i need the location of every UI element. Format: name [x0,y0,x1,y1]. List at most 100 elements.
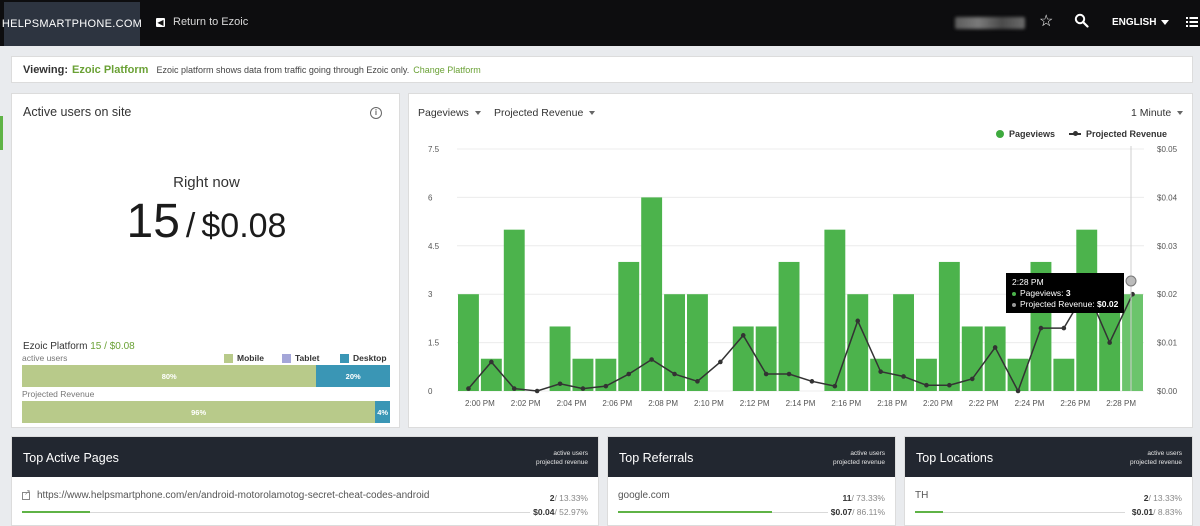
users-value: 11 [842,493,852,503]
revenue-mobile-segment: 96% [22,401,376,423]
mobile-legend-label: Mobile [237,353,264,363]
revenue-point [603,383,609,389]
platform-stats: 15 / $0.08 [90,341,135,352]
pageviews-bar [1007,358,1029,391]
x-tick-label: 2:28 PM [1106,399,1136,408]
pageviews-bar [984,326,1006,391]
pageviews-bar [870,358,892,391]
x-tick-label: 2:16 PM [831,399,861,408]
language-selector[interactable]: ENGLISH [1112,17,1170,28]
meta-projected-revenue: projected revenue [1129,459,1182,466]
chevron-down-icon [1161,20,1170,25]
hover-marker [1125,275,1137,287]
pageviews-bar [938,261,960,391]
users-percent: / 73.33% [851,493,885,503]
list-item[interactable]: TH [915,490,928,501]
active-users-device-bar[interactable]: 80% 20% [22,365,390,387]
interval-dropdown[interactable]: 1 Minute [1131,107,1184,119]
revenue-line [467,287,1134,393]
top-active-pages-card: Top Active Pages active users projected r… [11,436,599,526]
column-legend: active users projected revenue [1130,449,1182,467]
location-code[interactable]: TH [915,490,929,501]
revenue-point [924,382,929,388]
device-legend-desktop: Desktop [340,353,387,363]
top-navigation-bar: HELPSMARTPHONE.COM ◀ Return to Ezoic ☆ E… [0,0,1200,46]
users-desktop-segment: 20% [316,365,390,387]
active-users-title: Active users on site [23,105,132,119]
x-tick-label: 2:00 PM [465,399,495,408]
summary-separator: / [185,207,196,245]
revenue-value: $0.01 [1131,507,1154,517]
x-tick-label: 2:08 PM [648,399,678,408]
revenue-percent: / 52.97% [554,507,588,517]
revenue-dot-icon [1012,302,1016,307]
chevron-down-icon [589,111,596,115]
external-link-icon[interactable] [22,488,31,500]
meta-active-users: active users [553,450,588,457]
revenue-point [1061,325,1067,331]
metric-2-dropdown[interactable]: Projected Revenue [494,107,596,119]
site-brand[interactable]: HELPSMARTPHONE.COM [2,2,142,46]
chart-tooltip: 2:28 PM Pageviews: 3 Projected Revenue: … [1006,273,1124,313]
tooltip-pageviews-row: Pageviews: 3 [1012,288,1118,299]
revenue-percent: / 86.11% [852,507,885,517]
active-users-split-label: active users [22,353,68,363]
pageviews-bar [755,326,777,391]
device-legend-tablet: Tablet [282,353,319,363]
top-locations-title: Top Locations [916,451,994,465]
user-account-redacted[interactable] [955,17,1025,29]
metric-1-label: Pageviews [418,107,469,119]
tooltip-pageviews-value: 3 [1065,288,1071,298]
revenue-point [1038,325,1044,331]
revenue-device-bar[interactable]: 96% 4% [22,401,390,423]
legend-pageviews[interactable]: Pageviews [996,129,1055,139]
pageviews-bar [1122,294,1143,391]
pageviews-bar [893,294,914,391]
list-item[interactable]: https://www.helpsmartphone.com/en/androi… [22,488,430,501]
revenue-point [511,386,517,391]
users-mobile-segment: 80% [22,365,317,387]
revenue-point [534,388,540,394]
mobile-swatch [224,353,233,363]
revenue-point [809,379,815,384]
change-platform-link[interactable]: Change Platform [413,64,481,75]
referral-source[interactable]: google.com [618,490,670,501]
revenue-desktop-segment: 4% [375,401,390,423]
column-legend: active users projected revenue [536,449,588,467]
active-user-count: 15 [126,195,180,248]
users-percent: / 13.33% [1148,493,1182,503]
x-tick-label: 2:04 PM [557,399,587,408]
tooltip-revenue-label: Projected Revenue: [1020,299,1095,309]
star-icon[interactable]: ☆ [1039,13,1054,30]
list-item[interactable]: google.com [618,490,670,501]
row-revenue: $0.07/ 86.11% [831,505,885,519]
revenue-point [626,371,632,377]
meta-projected-revenue: projected revenue [832,459,885,466]
info-icon[interactable]: i [370,107,382,119]
top-referrals-title: Top Referrals [619,451,694,465]
x-tick-label: 2:06 PM [602,399,632,408]
revenue-point [947,382,952,388]
legend-projected-revenue[interactable]: Projected Revenue [1069,129,1167,139]
pageviews-bar [618,261,640,391]
metric-1-dropdown[interactable]: Pageviews [418,107,481,119]
row-revenue: $0.01/ 8.83% [1132,505,1182,519]
revenue-point [786,371,792,377]
page-url[interactable]: https://www.helpsmartphone.com/en/androi… [37,490,430,501]
y-right-tick-label: $0.05 [1157,145,1178,154]
revenue-point [740,333,746,338]
search-icon[interactable] [1074,13,1089,33]
y-left-tick-label: 0 [428,387,433,396]
return-to-ezoic-link[interactable]: ◀ Return to Ezoic [156,16,248,28]
device-legend-mobile: Mobile [224,353,264,363]
list-menu-icon[interactable] [1186,15,1198,33]
x-tick-label: 2:20 PM [923,399,953,408]
x-tick-label: 2:10 PM [694,399,724,408]
realtime-revenue: $0.08 [201,207,287,245]
pageviews-bar [961,326,983,391]
pageviews-revenue-chart[interactable]: 0 1.5 3 4.5 6 7.5 $0.00 $0.01 $0.02 $0.03 $0.04 $0.… [409,94,1192,427]
y-left-tick-label: 6 [428,193,433,202]
viewing-label: Viewing: [23,63,69,76]
revenue-point [1107,340,1112,345]
metric-2-label: Projected Revenue [494,107,584,119]
